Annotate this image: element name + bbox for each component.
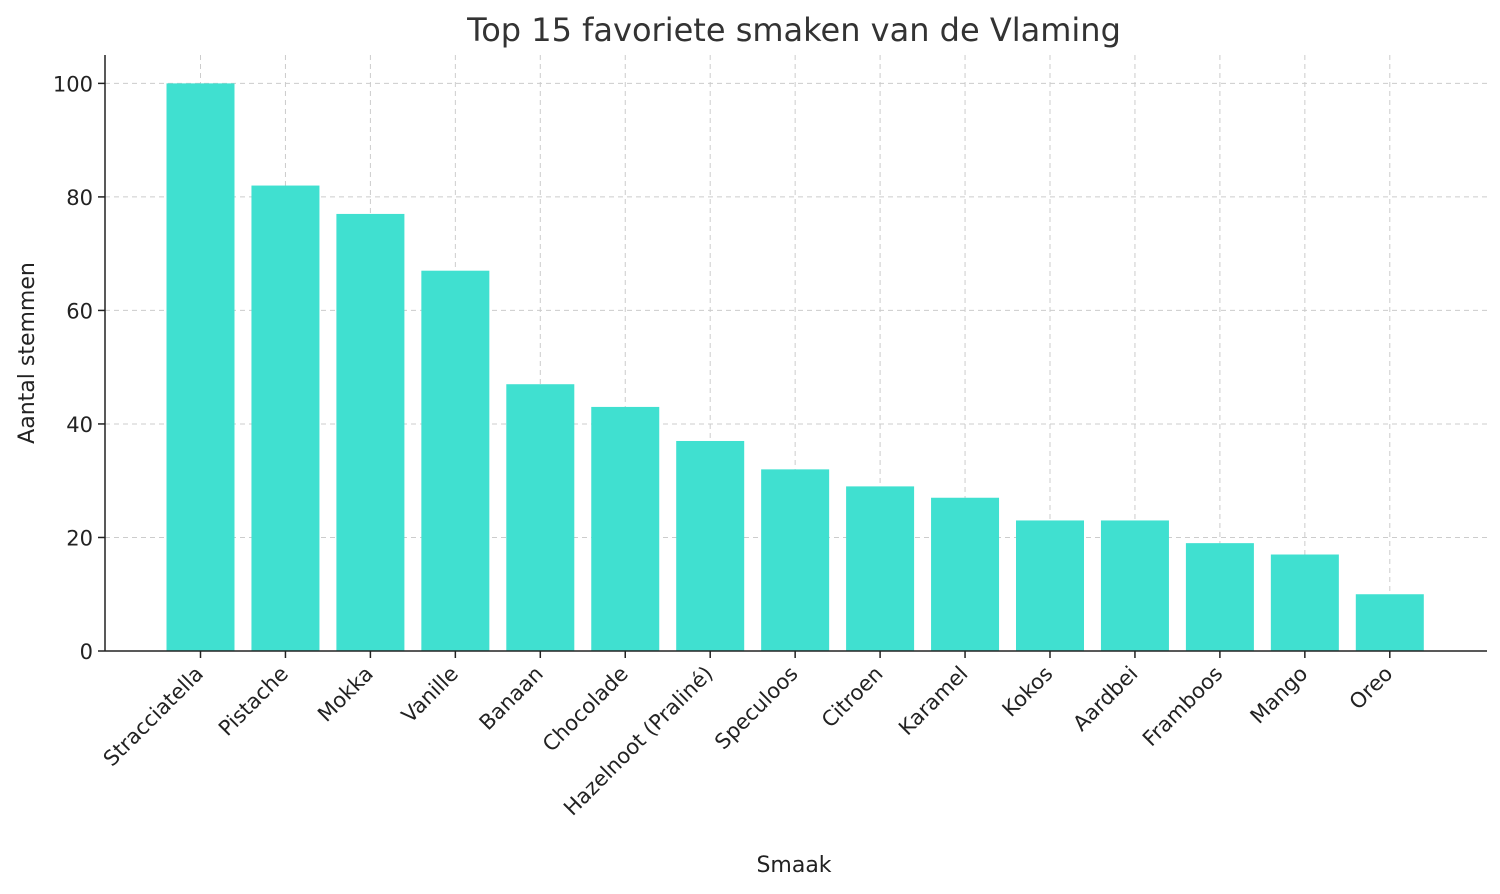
- y-tick-label: 80: [66, 186, 93, 210]
- bar-vanille: [421, 270, 490, 651]
- x-tick-label: Aardbei: [1068, 662, 1142, 736]
- bar-mango: [1270, 554, 1339, 651]
- x-tick-label: Hazelnoot (Praliné): [559, 662, 718, 821]
- bar-mokka: [336, 213, 405, 651]
- bar-framboos: [1185, 543, 1254, 651]
- x-tick-label: Chocolade: [538, 662, 633, 757]
- x-tick-label: Pistache: [214, 662, 293, 741]
- y-axis-label: Aantal stemmen: [15, 262, 40, 444]
- y-tick-label: 60: [66, 299, 93, 323]
- bars: [166, 83, 1424, 652]
- y-tick-label: 20: [66, 526, 93, 550]
- bar-kokos: [1016, 520, 1084, 651]
- chart-title: Top 15 favoriete smaken van de Vlaming: [466, 11, 1121, 49]
- bar-oreo: [1355, 594, 1424, 651]
- bar-aardbei: [1100, 520, 1169, 651]
- x-tick-label: Framboos: [1138, 662, 1227, 751]
- x-ticks: Stracciatella Pistache Mokka Vanille BanaanC…: [99, 651, 1398, 821]
- x-tick-label: Mango: [1246, 662, 1313, 729]
- x-tick-label: Vanille: [397, 662, 463, 728]
- y-tick-label: 40: [66, 413, 93, 437]
- x-tick-label: Oreo: [1345, 662, 1398, 715]
- x-tick-label: Kokos: [998, 662, 1058, 722]
- bar-speculoos: [761, 469, 830, 651]
- y-tick-label: 0: [80, 640, 93, 664]
- bar-citroen: [846, 486, 915, 651]
- bar-karamel: [931, 497, 1000, 651]
- x-axis-label: Smaak: [756, 853, 831, 878]
- y-ticks: 0 20 40 60 80 100: [53, 72, 105, 664]
- x-tick-label: Mokka: [313, 662, 378, 727]
- bar-chocolade: [591, 406, 660, 651]
- x-tick-label: Stracciatella: [99, 662, 208, 771]
- x-tick-label: Banaan: [475, 662, 548, 735]
- bar-stracciatella: [166, 83, 235, 651]
- x-tick-label: Karamel: [894, 662, 972, 740]
- bar-banaan: [506, 384, 575, 651]
- x-tick-label: Speculoos: [710, 662, 803, 755]
- bar-hazelnoot-pralin: [676, 440, 745, 651]
- x-tick-label: Citroen: [817, 662, 888, 733]
- axes: [104, 55, 1487, 652]
- y-tick-label: 100: [53, 72, 93, 96]
- bar-pistache: [251, 185, 320, 652]
